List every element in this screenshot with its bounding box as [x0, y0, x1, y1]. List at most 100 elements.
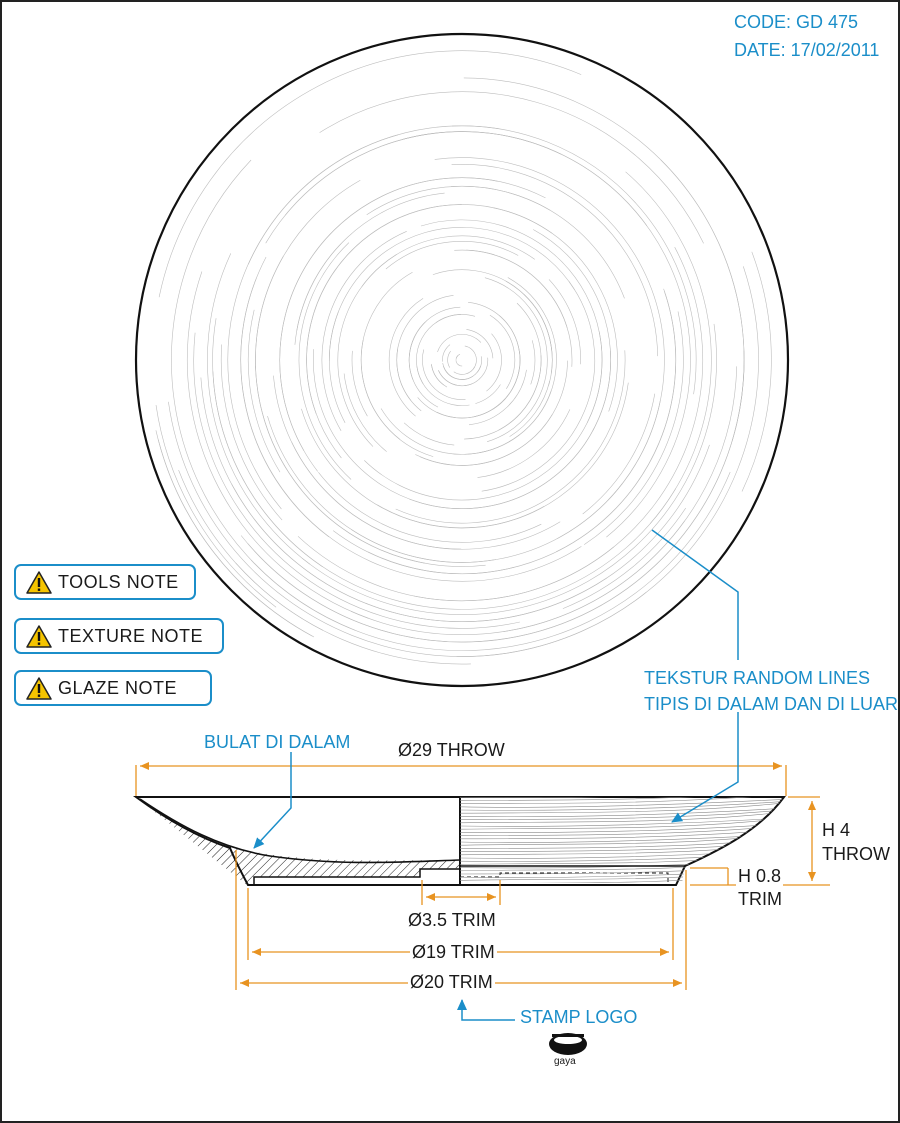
texture-arc: [475, 384, 501, 404]
section-texture-line: [460, 783, 790, 794]
texture-arc: [301, 323, 717, 615]
texture-callout-line1: TEKSTUR RANDOM LINES: [644, 668, 871, 688]
texture-arc: [416, 314, 461, 385]
texture-arc: [408, 321, 426, 380]
texture-arc: [447, 350, 451, 368]
texture-arc: [155, 405, 277, 608]
texture-arc: [625, 171, 712, 524]
texture-arc: [284, 131, 562, 216]
texture-arc: [298, 242, 352, 480]
plate-top-view: [134, 32, 790, 688]
texture-arc: [343, 373, 387, 452]
texture-arc: [337, 254, 397, 447]
section-texture-line: [460, 822, 784, 833]
texture-arc: [415, 414, 553, 466]
texture-arc: [313, 349, 595, 509]
texture-arc: [468, 369, 527, 426]
texture-arc: [420, 219, 603, 423]
texture-arc: [481, 281, 596, 492]
texture-arc: [437, 333, 482, 353]
texture-arc: [301, 382, 629, 529]
texture-arc: [255, 179, 361, 371]
texture-arc: [240, 256, 582, 582]
texture-arc: [422, 349, 466, 400]
texture-arc: [250, 471, 731, 651]
texture-arc: [187, 271, 369, 619]
texture-note-button[interactable]: TEXTURE NOTE: [14, 618, 224, 654]
texture-arc: [168, 401, 647, 657]
texture-arc: [584, 311, 684, 545]
section-texture-line: [460, 797, 784, 801]
inner-callout: BULAT DI DALAM: [204, 732, 351, 752]
height-throw-label-2: THROW: [820, 844, 892, 865]
drawing-date: DATE: 17/02/2011: [734, 40, 880, 60]
texture-lines: [155, 50, 772, 665]
texture-arc: [453, 366, 476, 375]
texture-arc: [498, 302, 542, 431]
section-texture-line: [460, 800, 784, 811]
texture-arc: [178, 469, 324, 631]
plate-cross-section: [132, 783, 790, 886]
height-throw-label-1: H 4: [820, 820, 853, 841]
texture-arc: [157, 439, 315, 638]
drawing-code: CODE: GD 475: [734, 12, 859, 32]
texture-arc: [414, 247, 704, 602]
texture-arc: [207, 253, 311, 565]
texture-arc: [477, 356, 482, 373]
mid-trim-label: Ø19 TRIM: [410, 942, 497, 963]
texture-arc: [466, 329, 494, 359]
texture-arc: [431, 365, 444, 386]
section-texture-line: [460, 828, 784, 840]
texture-arc: [438, 369, 458, 386]
texture-arc: [451, 125, 697, 395]
texture-arc: [477, 409, 571, 478]
texture-arc: [396, 295, 454, 401]
texture-arc: [267, 416, 496, 563]
texture-arc: [450, 185, 625, 299]
texture-arc: [279, 177, 546, 451]
texture-arc: [403, 422, 455, 446]
texture-note-label: TEXTURE NOTE: [58, 625, 204, 646]
section-texture-line: [460, 798, 784, 808]
texture-arc: [473, 315, 521, 418]
warning-icon: [26, 624, 52, 648]
section-texture-line: [460, 832, 784, 846]
texture-arc: [463, 77, 745, 441]
texture-arc: [455, 360, 463, 367]
texture-arc: [454, 249, 568, 328]
height-trim-label-2: TRIM: [736, 889, 784, 910]
texture-arc: [741, 251, 772, 492]
texture-arc: [321, 231, 407, 431]
section-texture-line: [460, 817, 784, 827]
logo-text: gaya: [554, 1056, 576, 1067]
warning-icon: [26, 676, 52, 700]
texture-arc: [509, 380, 550, 437]
texture-arc: [200, 377, 368, 605]
texture-arc: [212, 318, 323, 567]
texture-arc: [318, 472, 542, 543]
section-texture-line: [460, 811, 784, 824]
section-texture-line: [460, 802, 784, 814]
texture-arc: [319, 91, 704, 244]
texture-arc: [451, 164, 658, 357]
tools-note-button[interactable]: TOOLS NOTE: [14, 564, 196, 600]
texture-arc: [351, 350, 368, 417]
section-texture-line: [460, 809, 784, 820]
texture-arc: [548, 279, 581, 365]
texture-arc: [582, 393, 656, 515]
callout-leaders: [253, 529, 739, 1021]
texture-arc: [328, 226, 576, 362]
section-texture-line: [460, 807, 784, 818]
tools-note-label: TOOLS NOTE: [58, 571, 179, 592]
texture-arc: [442, 344, 451, 362]
texture-arc: [247, 350, 745, 643]
texture-arc: [360, 271, 434, 457]
glaze-note-button[interactable]: GLAZE NOTE: [14, 670, 212, 706]
texture-arc: [385, 241, 519, 270]
texture-arc: [484, 277, 548, 442]
section-texture-line: [460, 824, 784, 836]
texture-arc: [220, 344, 283, 521]
